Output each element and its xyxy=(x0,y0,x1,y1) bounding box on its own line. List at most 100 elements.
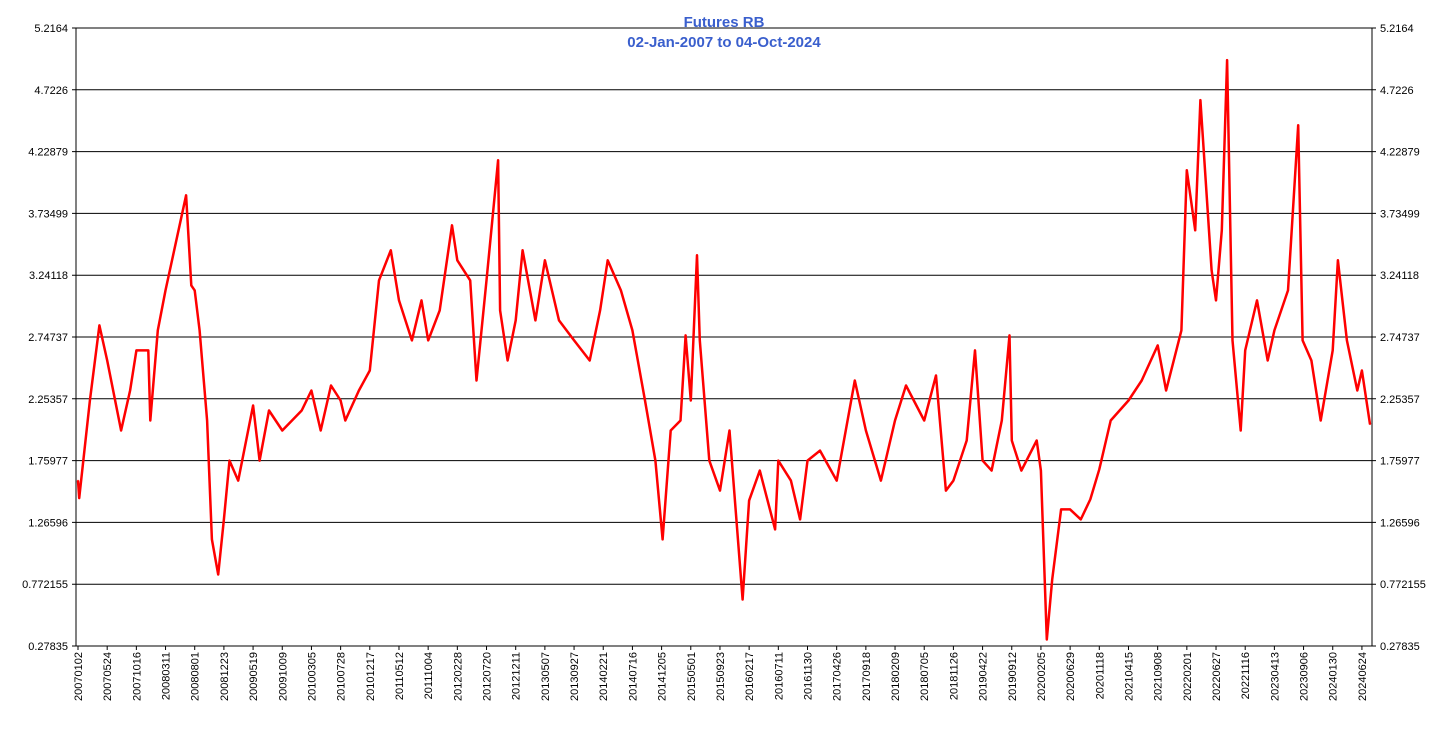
y-tick-label-left: 3.24118 xyxy=(29,270,68,282)
y-tick-label-right: 4.7226 xyxy=(1380,85,1414,97)
data-point xyxy=(952,479,955,482)
x-tick-label: 20220201 xyxy=(1182,652,1194,701)
x-tick-label: 20210908 xyxy=(1153,652,1165,701)
data-point xyxy=(741,598,744,601)
data-point xyxy=(398,299,400,302)
data-point xyxy=(759,469,761,472)
x-tick-label: 20230906 xyxy=(1299,652,1311,701)
y-tick-label-left: 2.25357 xyxy=(28,394,68,406)
data-point xyxy=(1319,419,1322,422)
data-point xyxy=(923,419,926,422)
x-tick-label: 20111004 xyxy=(423,652,435,699)
data-point xyxy=(544,259,546,262)
x-tick-label: 20120228 xyxy=(452,652,464,701)
x-tick-label: 20180209 xyxy=(890,652,902,701)
data-point xyxy=(1346,339,1348,342)
data-point xyxy=(211,538,213,541)
data-point xyxy=(521,249,524,252)
data-point xyxy=(149,419,152,422)
data-point xyxy=(696,254,698,257)
data-point xyxy=(456,259,459,262)
x-tick-label: 20121211 xyxy=(511,652,523,700)
y-tick-label-left: 4.22879 xyxy=(28,147,68,159)
y-tick-label-right: 1.26596 xyxy=(1380,517,1420,529)
y-tick-label-right: 0.27835 xyxy=(1380,641,1420,653)
y-tick-label-right: 1.75977 xyxy=(1380,456,1420,468)
x-tick-label: 20080311 xyxy=(161,652,173,700)
data-point xyxy=(1080,518,1082,521)
data-point xyxy=(514,319,517,322)
data-point xyxy=(699,339,701,342)
data-point xyxy=(129,389,131,392)
data-point xyxy=(1337,259,1339,262)
data-point xyxy=(1140,379,1143,382)
data-point xyxy=(420,299,423,302)
data-point xyxy=(1215,299,1217,302)
data-point xyxy=(644,399,646,402)
data-point xyxy=(981,459,984,462)
data-point xyxy=(89,399,91,402)
x-tick-label: 20170918 xyxy=(861,652,873,701)
data-point xyxy=(1109,419,1112,422)
data-point xyxy=(631,329,634,332)
data-point xyxy=(228,459,231,462)
data-point xyxy=(378,279,380,282)
data-point xyxy=(185,194,187,197)
data-point xyxy=(77,479,79,482)
data-point xyxy=(252,404,254,407)
data-point xyxy=(819,449,821,452)
x-tick-label: 20130927 xyxy=(569,652,581,701)
data-point xyxy=(1256,299,1258,302)
x-tick-label: 20161130 xyxy=(803,652,815,700)
data-point xyxy=(806,459,809,462)
y-tick-label-left: 3.73499 xyxy=(28,208,68,220)
x-tick-label: 20220627 xyxy=(1211,652,1223,701)
x-tick-label: 20190422 xyxy=(978,652,990,701)
data-point xyxy=(1060,508,1062,511)
data-point xyxy=(945,489,947,492)
data-point xyxy=(369,369,371,372)
y-tick-label-left: 1.26596 xyxy=(28,517,68,529)
data-point xyxy=(1310,359,1313,362)
data-point xyxy=(198,329,201,332)
data-point xyxy=(708,459,711,462)
data-point xyxy=(135,349,138,352)
data-point xyxy=(217,573,220,576)
x-tick-label: 20080801 xyxy=(190,652,202,701)
data-point xyxy=(1156,344,1159,347)
x-tick-label: 20130507 xyxy=(540,652,552,701)
y-tick-label-left: 4.7226 xyxy=(34,85,68,97)
x-tick-label: 20120720 xyxy=(482,652,494,701)
data-point xyxy=(1186,169,1188,172)
data-point xyxy=(427,339,429,342)
data-point xyxy=(497,159,499,162)
data-point xyxy=(506,359,509,362)
y-tick-label-right: 2.25357 xyxy=(1380,394,1420,406)
data-point xyxy=(880,479,882,482)
data-point xyxy=(661,538,664,541)
x-tick-label: 20160217 xyxy=(744,652,756,701)
data-point xyxy=(599,309,601,312)
data-point xyxy=(573,339,575,342)
data-point xyxy=(558,319,560,322)
x-tick-label: 20200205 xyxy=(1036,652,1048,701)
data-point xyxy=(475,379,478,382)
x-tick-label: 20100305 xyxy=(306,652,318,701)
data-point xyxy=(438,309,441,312)
x-tick-label: 20140221 xyxy=(598,652,610,701)
data-point xyxy=(835,479,838,482)
data-point xyxy=(974,349,976,352)
data-point xyxy=(193,289,196,292)
data-point xyxy=(98,324,101,327)
data-point xyxy=(1199,99,1202,101)
data-point xyxy=(865,429,867,432)
data-point xyxy=(344,419,347,422)
data-point xyxy=(654,459,657,462)
data-point xyxy=(206,419,208,422)
x-tick-label: 20180705 xyxy=(919,652,931,701)
data-point xyxy=(1226,59,1228,61)
data-point xyxy=(499,309,501,312)
data-point xyxy=(1273,329,1276,332)
x-tick-label: 20210415 xyxy=(1123,652,1135,701)
data-point xyxy=(620,289,622,292)
